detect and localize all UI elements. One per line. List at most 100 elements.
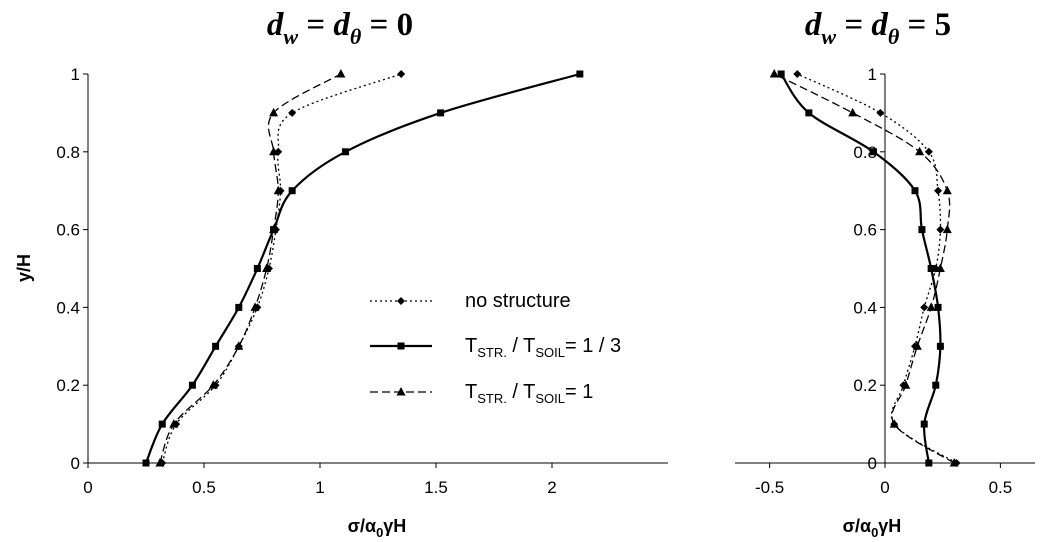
chart-left-series-t-str-t-soil-1-3 — [142, 70, 584, 467]
chart-right-point-t-str-t-soil-1 — [942, 185, 952, 195]
chart-left-point-t-str-t-soil-1 — [169, 419, 179, 428]
chart-right-point-t-str-t-soil-1 — [949, 458, 959, 467]
chart-right-y-tick-label: 0.4 — [853, 298, 877, 317]
chart-left-x-tick-label: 0.5 — [192, 478, 216, 497]
chart-right-point-t-str-t-soil-1-3 — [777, 70, 785, 78]
chart-left-title: dw = dθ = 0 — [267, 7, 413, 49]
chart-right-x-tick-label: 0.5 — [989, 478, 1013, 497]
chart-left-point-t-str-t-soil-1 — [155, 458, 165, 467]
chart-left-point-t-str-t-soil-1 — [250, 302, 260, 311]
chart-right-point-t-str-t-soil-1-3 — [920, 420, 928, 428]
chart-right-point-no-structure — [936, 225, 945, 234]
chart-left-point-t-str-t-soil-1 — [269, 107, 279, 117]
chart-left-point-t-str-t-soil-1 — [234, 341, 244, 350]
chart-right-y-tick-label: 0.6 — [853, 221, 877, 240]
chart-right-point-no-structure — [876, 108, 885, 117]
legend-marker-t-str-t-soil-1 — [396, 387, 406, 396]
chart-right-point-no-structure — [793, 70, 802, 78]
chart-left-point-t-str-t-soil-1 — [262, 263, 272, 272]
legend-item-ratio-one: TSTR. / TSOIL= 1 — [370, 381, 593, 406]
chart-right-point-no-structure — [924, 147, 933, 156]
chart-right-point-t-str-t-soil-1-3 — [925, 459, 933, 467]
chart-left-point-t-str-t-soil-1 — [208, 380, 218, 389]
chart-right-point-t-str-t-soil-1 — [942, 224, 952, 234]
legend-marker-t-str-t-soil-1-3 — [397, 342, 405, 350]
legend-label-no-structure: no structure — [465, 290, 571, 312]
chart-right-point-t-str-t-soil-1-3 — [927, 265, 935, 272]
chart-left-series-t-str-t-soil-1 — [155, 69, 346, 467]
chart-left-line-no-structure — [161, 73, 402, 464]
chart-left-point-t-str-t-soil-1-3 — [142, 459, 150, 467]
chart-right-line-t-str-t-soil-1 — [773, 73, 955, 464]
chart-right-point-t-str-t-soil-1 — [926, 302, 936, 311]
chart-left-y-tick-label: 0.4 — [56, 298, 80, 317]
chart-left-point-t-str-t-soil-1-3 — [288, 187, 296, 195]
chart-left-x-tick-label: 0 — [83, 478, 92, 497]
chart-right-point-t-str-t-soil-1-3 — [918, 226, 926, 234]
chart-right-y-tick-label: 0 — [868, 454, 877, 473]
legend-swatch-ratio-one — [370, 387, 432, 396]
chart-left-point-t-str-t-soil-1 — [269, 224, 279, 234]
legend-label-ratio-one: TSTR. / TSOIL= 1 — [465, 381, 593, 406]
chart-right-point-t-str-t-soil-1 — [889, 419, 899, 428]
chart-left-point-t-str-t-soil-1-3 — [437, 109, 445, 117]
chart-right-point-t-str-t-soil-1-3 — [936, 342, 944, 350]
chart-right-point-t-str-t-soil-1 — [915, 146, 925, 156]
legend: no structure TSTR. / TSOIL= 1 / 3 TSTR. … — [370, 290, 621, 406]
legend-label-ratio-one-third: TSTR. / TSOIL= 1 / 3 — [465, 335, 621, 360]
chart-right-point-t-str-t-soil-1-3 — [805, 109, 813, 117]
chart-left-point-t-str-t-soil-1-3 — [576, 70, 584, 78]
chart-left-point-no-structure — [288, 108, 297, 117]
chart-left-point-t-str-t-soil-1 — [269, 146, 279, 156]
legend-swatch-no-structure — [370, 297, 432, 305]
chart-left-point-t-str-t-soil-1-3 — [253, 265, 261, 272]
legend-marker-no-structure — [397, 297, 405, 305]
chart-right-line-t-str-t-soil-1-3 — [780, 73, 942, 464]
legend-swatch-ratio-one-third — [370, 342, 432, 350]
chart-left-point-t-str-t-soil-1 — [336, 69, 346, 78]
chart-right-y-tick-label: 0.2 — [853, 376, 877, 395]
chart-left-point-t-str-t-soil-1-3 — [235, 303, 243, 311]
chart-left-point-t-str-t-soil-1-3 — [158, 420, 166, 428]
chart-left-y-tick-label: 0.6 — [56, 221, 80, 240]
chart-left-y-axis-label: y/H — [14, 254, 34, 282]
chart-left-x-tick-label: 2 — [547, 478, 556, 497]
chart-left-y-tick-label: 0 — [71, 454, 80, 473]
chart-right-x-axis-label: σ/α0γH — [843, 516, 902, 540]
chart-right-series-no-structure — [793, 70, 961, 467]
chart-right-point-t-str-t-soil-1 — [935, 263, 945, 272]
chart-left-point-no-structure — [397, 70, 406, 78]
chart-left-series-no-structure — [158, 70, 406, 467]
chart-right-point-t-str-t-soil-1-3 — [934, 303, 942, 311]
chart-right-x-tick-label: 0 — [880, 478, 889, 497]
chart-right-y-tick-label: 0.8 — [853, 143, 877, 162]
chart-right-point-t-str-t-soil-1 — [912, 341, 922, 350]
chart-left: dw = dθ = 0 y/H σ/α0γH 0 0.2 0.4 0.6 0.8 1 0 0.… — [14, 7, 668, 540]
chart-left-point-t-str-t-soil-1-3 — [212, 342, 220, 350]
chart-right-x-tick-label: -0.5 — [755, 478, 784, 497]
chart-right-series-t-str-t-soil-1 — [769, 69, 959, 467]
chart-left-line-t-str-t-soil-1 — [159, 73, 342, 464]
chart-right-point-t-str-t-soil-1 — [848, 107, 858, 117]
legend-item-no-structure: no structure — [370, 290, 571, 312]
chart-left-x-tick-label: 1.5 — [424, 478, 448, 497]
chart-right-point-no-structure — [934, 186, 943, 195]
chart-left-y-tick-label: 1 — [71, 65, 80, 84]
chart-left-x-tick-label: 1 — [315, 478, 324, 497]
chart-left-point-t-str-t-soil-1-3 — [188, 381, 196, 389]
chart-left-y-tick-label: 0.8 — [56, 143, 80, 162]
chart-right-title: dw = dθ = 5 — [805, 7, 951, 49]
chart-right-point-t-str-t-soil-1-3 — [869, 148, 877, 156]
chart-right-y-tick-label: 1 — [868, 65, 877, 84]
chart-right-point-t-str-t-soil-1 — [901, 380, 911, 389]
chart-right-point-no-structure — [920, 303, 929, 312]
chart-left-point-t-str-t-soil-1-3 — [342, 148, 350, 156]
chart-right-point-t-str-t-soil-1-3 — [911, 187, 919, 195]
chart-left-point-t-str-t-soil-1 — [273, 185, 283, 195]
chart-right-point-t-str-t-soil-1-3 — [932, 381, 940, 389]
legend-item-ratio-one-third: TSTR. / TSOIL= 1 / 3 — [370, 335, 621, 360]
chart-right-point-t-str-t-soil-1 — [769, 69, 779, 78]
chart-left-line-t-str-t-soil-1-3 — [144, 72, 581, 464]
chart-right: dw = dθ = 5 σ/α0γH 0 0.2 0.4 0.6 0.8 1 -0.5 0 0.… — [735, 7, 1035, 540]
